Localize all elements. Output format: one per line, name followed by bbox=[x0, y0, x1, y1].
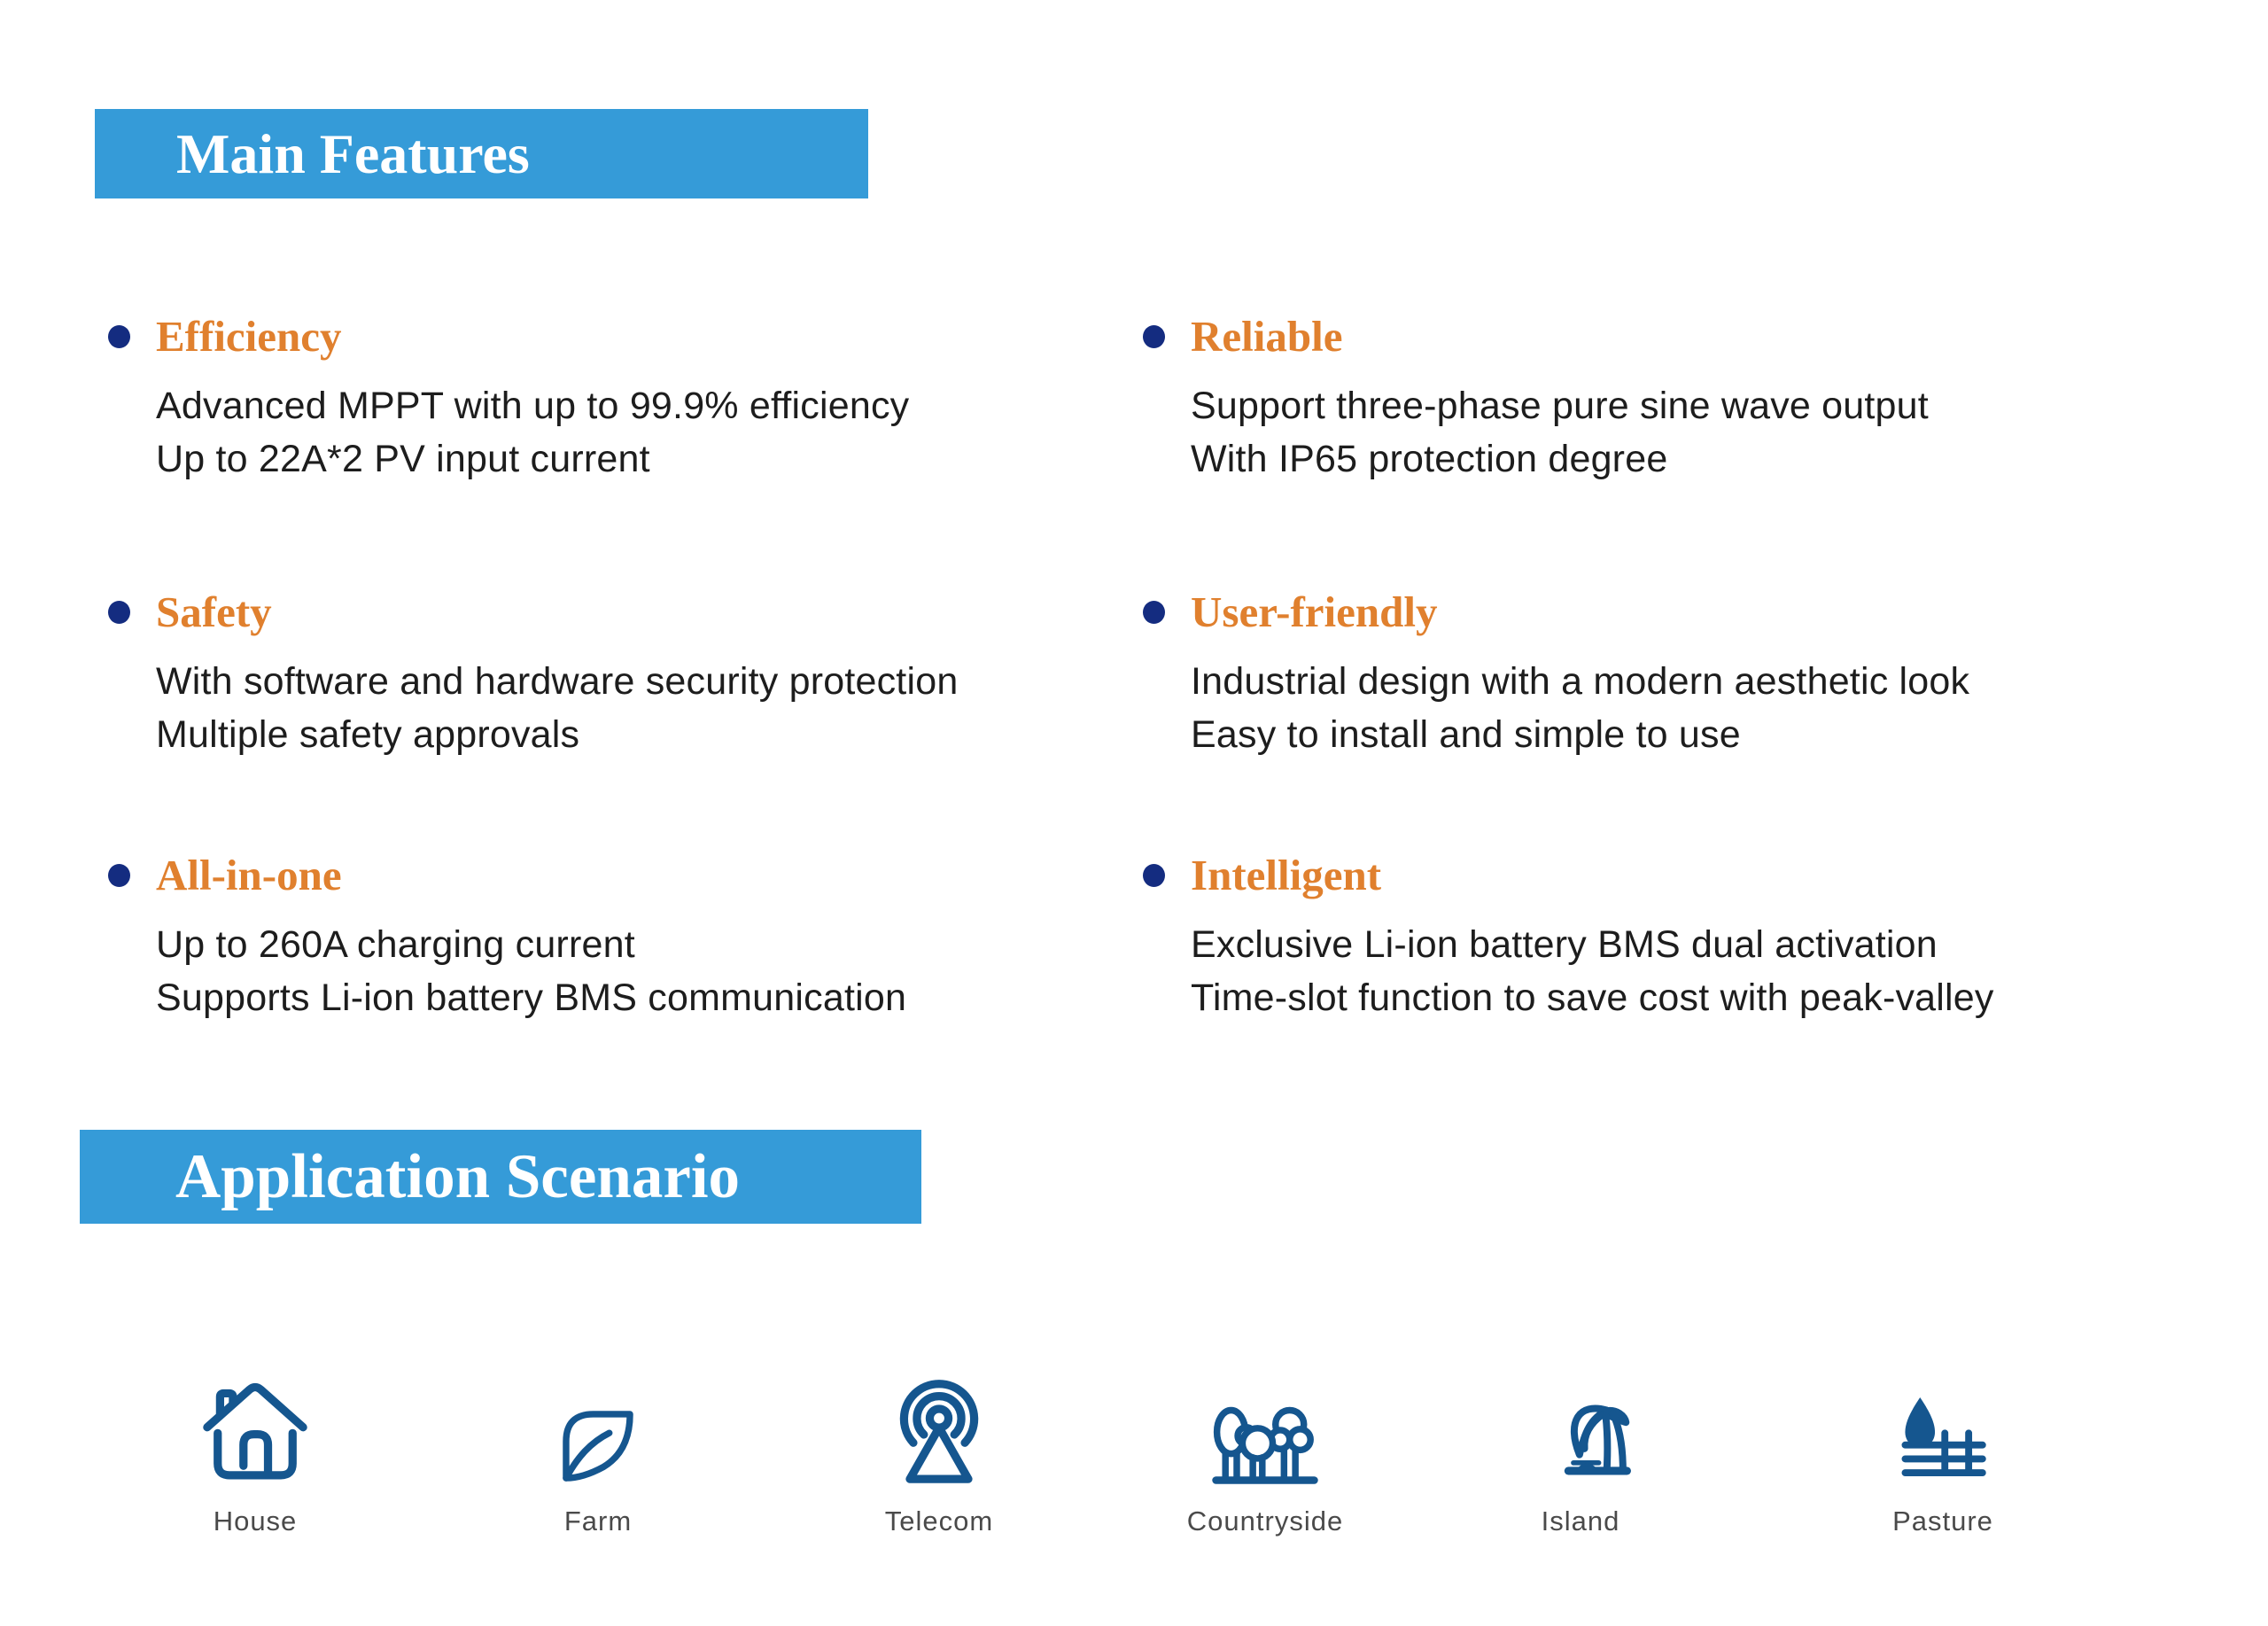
feature-efficiency: Efficiency Advanced MPPT with up to 99.9… bbox=[108, 312, 1127, 486]
feature-line: Supports Li-ion battery BMS communicatio… bbox=[156, 976, 907, 1019]
application-scenario-banner: Application Scenario bbox=[80, 1130, 921, 1224]
feature-title: Intelligent bbox=[1191, 851, 1382, 899]
bullet-icon bbox=[108, 601, 130, 625]
scenario-island: Island bbox=[1474, 1358, 1687, 1549]
scenario-label: House bbox=[213, 1505, 298, 1537]
feature-line: Advanced MPPT with up to 99.9% efficienc… bbox=[156, 385, 910, 428]
scenario-telecom: Telecom bbox=[833, 1358, 1045, 1549]
scenario-label: Telecom bbox=[884, 1505, 994, 1537]
bullet-icon bbox=[1143, 325, 1165, 349]
feature-line: Industrial design with a modern aestheti… bbox=[1191, 660, 1970, 704]
bullet-icon bbox=[108, 864, 130, 888]
scenario-label: Pasture bbox=[1892, 1505, 1993, 1537]
feature-line: Up to 260A charging current bbox=[156, 923, 635, 967]
feature-title: Efficiency bbox=[156, 312, 342, 361]
palm-tree-icon bbox=[1564, 1404, 1631, 1475]
scenario-pasture: Pasture bbox=[1837, 1358, 2049, 1549]
feature-line: Up to 22A*2 PV input current bbox=[156, 437, 650, 480]
feature-title: All-in-one bbox=[156, 851, 342, 899]
application-scenario-title: Application Scenario bbox=[175, 1141, 741, 1211]
antenna-icon bbox=[899, 1380, 979, 1483]
feature-title: Reliable bbox=[1191, 312, 1343, 361]
main-features-banner: Main Features bbox=[95, 109, 868, 198]
feature-line: Support three-phase pure sine wave outpu… bbox=[1191, 385, 1929, 428]
feature-line: Time-slot function to save cost with pea… bbox=[1191, 976, 1994, 1019]
tree-fence-icon bbox=[1901, 1396, 1986, 1476]
feature-user-friendly: User-friendly Industrial design with a m… bbox=[1143, 587, 2162, 761]
bullet-icon bbox=[1143, 601, 1165, 625]
scenario-farm: Farm bbox=[492, 1358, 704, 1549]
scenario-label: Farm bbox=[563, 1505, 633, 1537]
feature-reliable: Reliable Support three-phase pure sine w… bbox=[1143, 312, 2162, 486]
bullet-icon bbox=[108, 325, 130, 349]
house-icon bbox=[203, 1382, 307, 1480]
scenario-countryside: Countryside bbox=[1159, 1358, 1371, 1549]
feature-line: Easy to install and simple to use bbox=[1191, 712, 1741, 756]
main-features-title: Main Features bbox=[176, 121, 530, 185]
scenario-label: Island bbox=[1541, 1505, 1620, 1537]
scenario-label: Countryside bbox=[1186, 1505, 1344, 1537]
feature-safety: Safety With software and hardware securi… bbox=[108, 587, 1127, 761]
leaf-icon bbox=[563, 1411, 633, 1482]
trees-icon bbox=[1212, 1406, 1318, 1484]
feature-line: Multiple safety approvals bbox=[156, 712, 580, 756]
feature-all-in-one: All-in-one Up to 260A charging current S… bbox=[108, 851, 1127, 1024]
feature-intelligent: Intelligent Exclusive Li-ion battery BMS… bbox=[1143, 851, 2162, 1024]
scenario-house: House bbox=[149, 1358, 361, 1549]
feature-line: With software and hardware security prot… bbox=[156, 660, 959, 704]
feature-title: User-friendly bbox=[1191, 587, 1438, 636]
feature-line: With IP65 protection degree bbox=[1191, 437, 1668, 480]
feature-line: Exclusive Li-ion battery BMS dual activa… bbox=[1191, 923, 1938, 967]
feature-title: Safety bbox=[156, 587, 272, 636]
bullet-icon bbox=[1143, 864, 1165, 888]
